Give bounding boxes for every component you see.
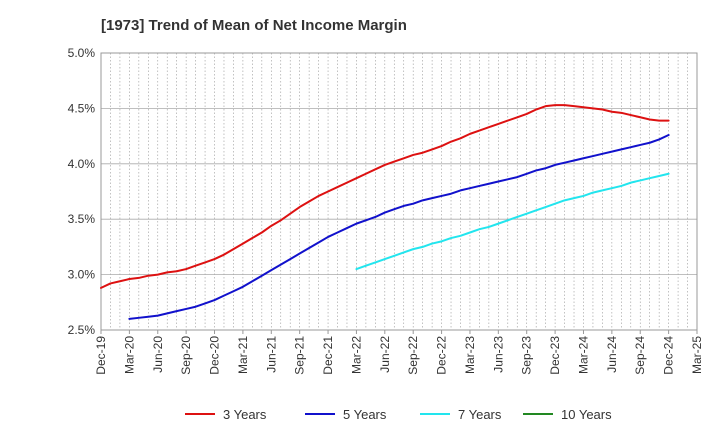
legend-item-10-years: 10 Years	[523, 407, 612, 422]
plot-background	[101, 53, 697, 330]
y-tick-label: 3.5%	[68, 212, 96, 226]
x-tick-label: Dec-21	[321, 336, 335, 375]
legend-label: 5 Years	[343, 407, 387, 422]
series-line-5-years	[128, 133, 670, 320]
y-tick-label: 5.0%	[68, 46, 96, 60]
x-tick-label: Dec-23	[548, 336, 562, 375]
y-tick-label: 3.0%	[68, 268, 96, 282]
x-tick-label: Mar-23	[463, 336, 477, 374]
series-line-3-years	[100, 104, 670, 289]
y-tick-label: 4.0%	[68, 157, 96, 171]
x-tick-label: Jun-22	[378, 336, 392, 373]
x-tick-label: Jun-24	[605, 336, 619, 373]
legend: 3 Years 5 Years 7 Years 10 Years	[185, 407, 612, 422]
x-tick-label: Dec-20	[208, 336, 222, 375]
x-tick-label: Mar-20	[122, 336, 136, 374]
y-tick-label: 4.5%	[68, 101, 96, 115]
x-tick-label: Dec-19	[94, 336, 108, 375]
legend-item-7-years: 7 Years	[420, 407, 502, 422]
chart-title: [1973] Trend of Mean of Net Income Margi…	[101, 17, 407, 34]
x-tick-label: Sep-24	[633, 336, 647, 375]
x-tick-label: Sep-23	[520, 336, 534, 375]
x-tick-label: Jun-23	[491, 336, 505, 373]
legend-item-3-years: 3 Years	[185, 407, 267, 422]
legend-label: 10 Years	[561, 407, 612, 422]
x-tick-label: Jun-20	[151, 336, 165, 373]
x-tick-label: Sep-22	[406, 336, 420, 375]
legend-item-5-years: 5 Years	[305, 407, 387, 422]
series-line-7-years	[355, 172, 670, 271]
y-tick-label: 2.5%	[68, 323, 96, 337]
x-axis-ticks: Dec-19 Mar-20 Jun-20 Sep-20 Dec-20 Mar-21 Jun-…	[94, 330, 704, 375]
x-tick-label: Dec-24	[662, 336, 676, 375]
y-axis-ticks: 2.5% 3.0% 3.5% 4.0% 4.5% 5.0%	[68, 46, 96, 337]
x-tick-label: Mar-24	[576, 336, 590, 374]
legend-label: 7 Years	[458, 407, 502, 422]
x-tick-label: Mar-22	[349, 336, 363, 374]
plot-area	[100, 52, 698, 331]
x-tick-label: Sep-21	[293, 336, 307, 375]
x-tick-label: Mar-21	[236, 336, 250, 374]
plot-border	[100, 52, 698, 331]
x-tick-label: Jun-21	[264, 336, 278, 373]
x-tick-label: Sep-20	[179, 336, 193, 375]
x-tick-label: Dec-22	[435, 336, 449, 375]
series-lines	[100, 104, 670, 320]
legend-label: 3 Years	[223, 407, 267, 422]
x-tick-label: Mar-25	[690, 336, 704, 374]
